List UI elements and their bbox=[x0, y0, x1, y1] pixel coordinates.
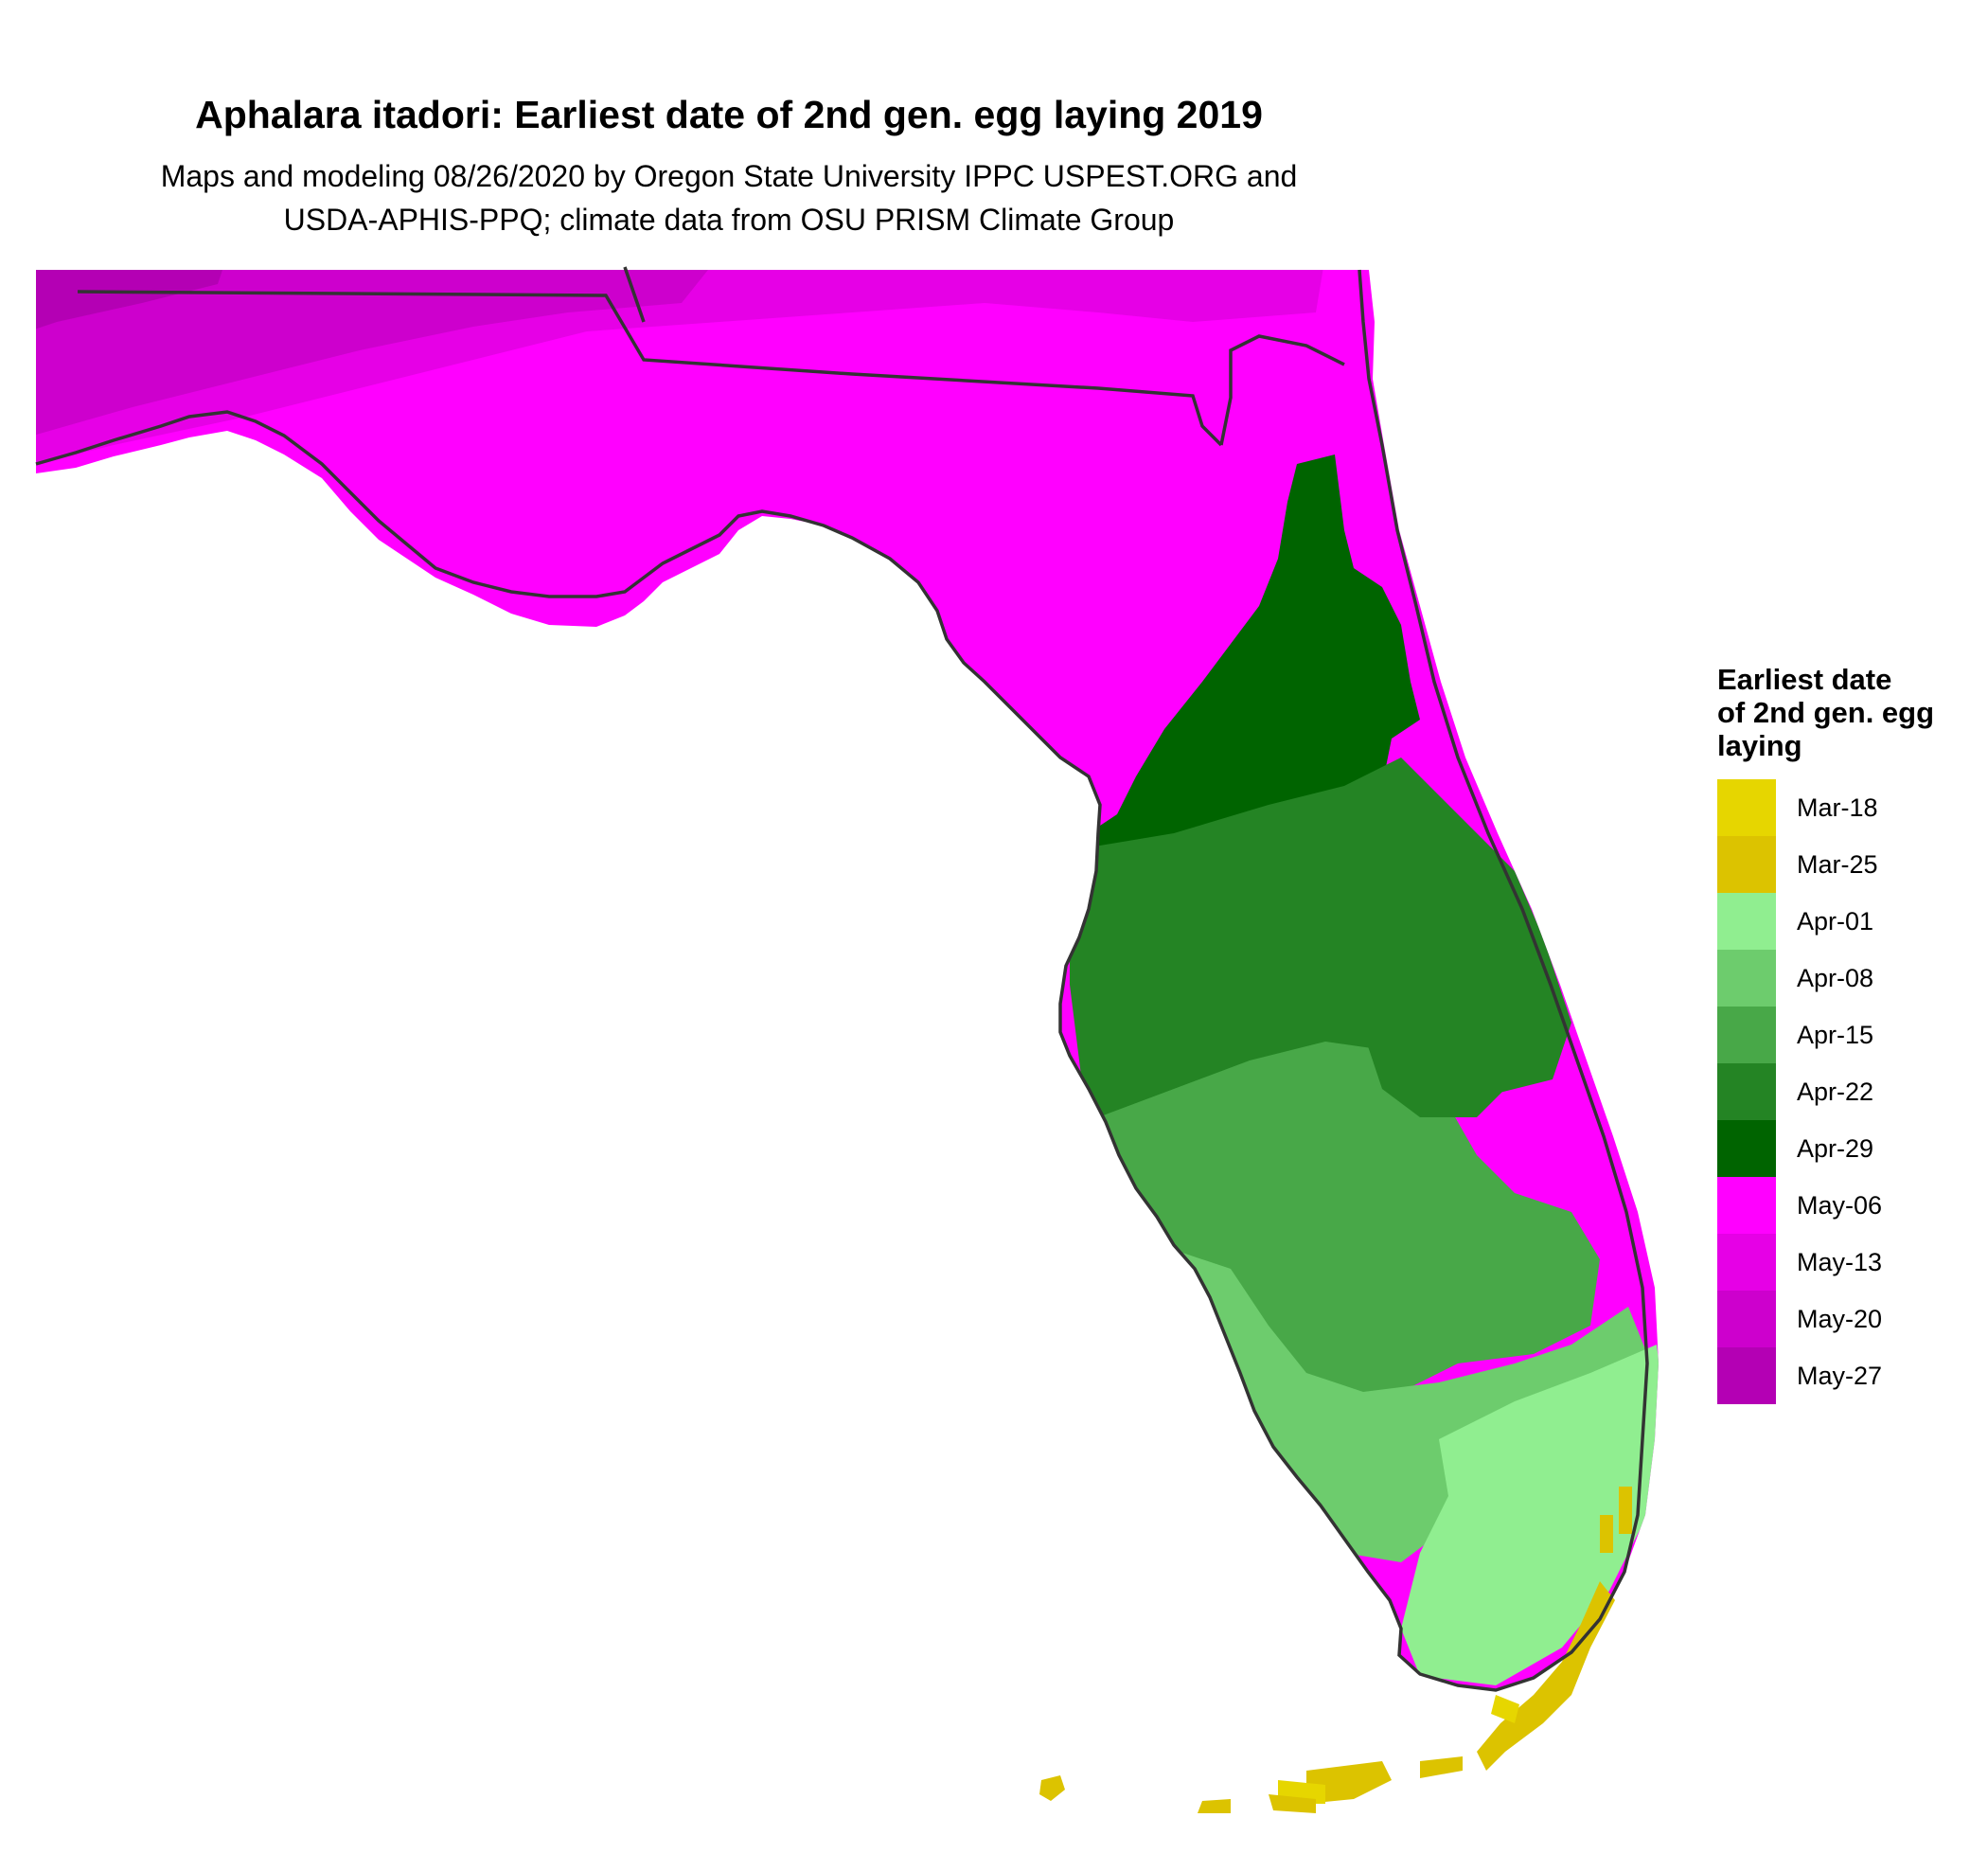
legend-label: Apr-08 bbox=[1797, 963, 1874, 992]
legend-swatch bbox=[1717, 893, 1776, 950]
legend-items: Mar-18 Mar-25 Apr-01 Apr-08 Apr-15 Apr-22 Apr-… bbox=[1717, 779, 1988, 1404]
legend-item: May-20 bbox=[1717, 1291, 1988, 1347]
legend-label: Apr-01 bbox=[1797, 906, 1874, 936]
legend-item: Apr-29 bbox=[1717, 1120, 1988, 1177]
legend-swatch bbox=[1717, 950, 1776, 1007]
legend-title-line: of 2nd gen. egg bbox=[1717, 696, 1935, 729]
legend-swatch bbox=[1717, 779, 1776, 836]
legend-label: Apr-15 bbox=[1797, 1020, 1874, 1049]
legend-label: Mar-18 bbox=[1797, 793, 1878, 822]
chart-subtitle-line-2: USDA-APHIS-PPQ; climate data from OSU PR… bbox=[283, 203, 1175, 237]
florida-map bbox=[35, 266, 1659, 1813]
legend-title-line: laying bbox=[1717, 729, 1802, 762]
legend-item: Apr-01 bbox=[1717, 893, 1988, 950]
legend-label: Apr-29 bbox=[1797, 1133, 1874, 1163]
legend-title-line: Earliest date bbox=[1717, 663, 1892, 696]
legend-swatch bbox=[1717, 1177, 1776, 1234]
legend-swatch bbox=[1717, 1234, 1776, 1291]
florida-keys bbox=[1039, 1487, 1632, 1813]
legend-item: Apr-08 bbox=[1717, 950, 1988, 1007]
legend-item: Mar-18 bbox=[1717, 779, 1988, 836]
legend-title: Earliest date of 2nd gen. egg laying bbox=[1717, 663, 1988, 762]
legend: Earliest date of 2nd gen. egg laying Mar… bbox=[1717, 663, 1988, 1404]
legend-label: May-13 bbox=[1797, 1247, 1883, 1276]
legend-swatch bbox=[1717, 1063, 1776, 1120]
chart-title: Aphalara itadori: Earliest date of 2nd g… bbox=[195, 93, 1263, 136]
chart-subtitle-line-1: Maps and modeling 08/26/2020 by Oregon S… bbox=[160, 159, 1298, 193]
legend-swatch bbox=[1717, 1291, 1776, 1347]
legend-swatch bbox=[1717, 1347, 1776, 1404]
legend-label: Apr-22 bbox=[1797, 1077, 1874, 1106]
legend-item: May-06 bbox=[1717, 1177, 1988, 1234]
map-raster bbox=[36, 270, 1659, 1690]
legend-item: May-27 bbox=[1717, 1347, 1988, 1404]
legend-swatch bbox=[1717, 836, 1776, 893]
legend-swatch bbox=[1717, 1120, 1776, 1177]
legend-label: May-27 bbox=[1797, 1361, 1883, 1390]
legend-label: Mar-25 bbox=[1797, 849, 1878, 879]
legend-item: Apr-15 bbox=[1717, 1007, 1988, 1063]
legend-item: Mar-25 bbox=[1717, 836, 1988, 893]
legend-item: May-13 bbox=[1717, 1234, 1988, 1291]
legend-swatch bbox=[1717, 1007, 1776, 1063]
legend-label: May-20 bbox=[1797, 1304, 1883, 1333]
legend-item: Apr-22 bbox=[1717, 1063, 1988, 1120]
legend-label: May-06 bbox=[1797, 1190, 1883, 1220]
state-boundaries bbox=[35, 266, 1649, 1692]
